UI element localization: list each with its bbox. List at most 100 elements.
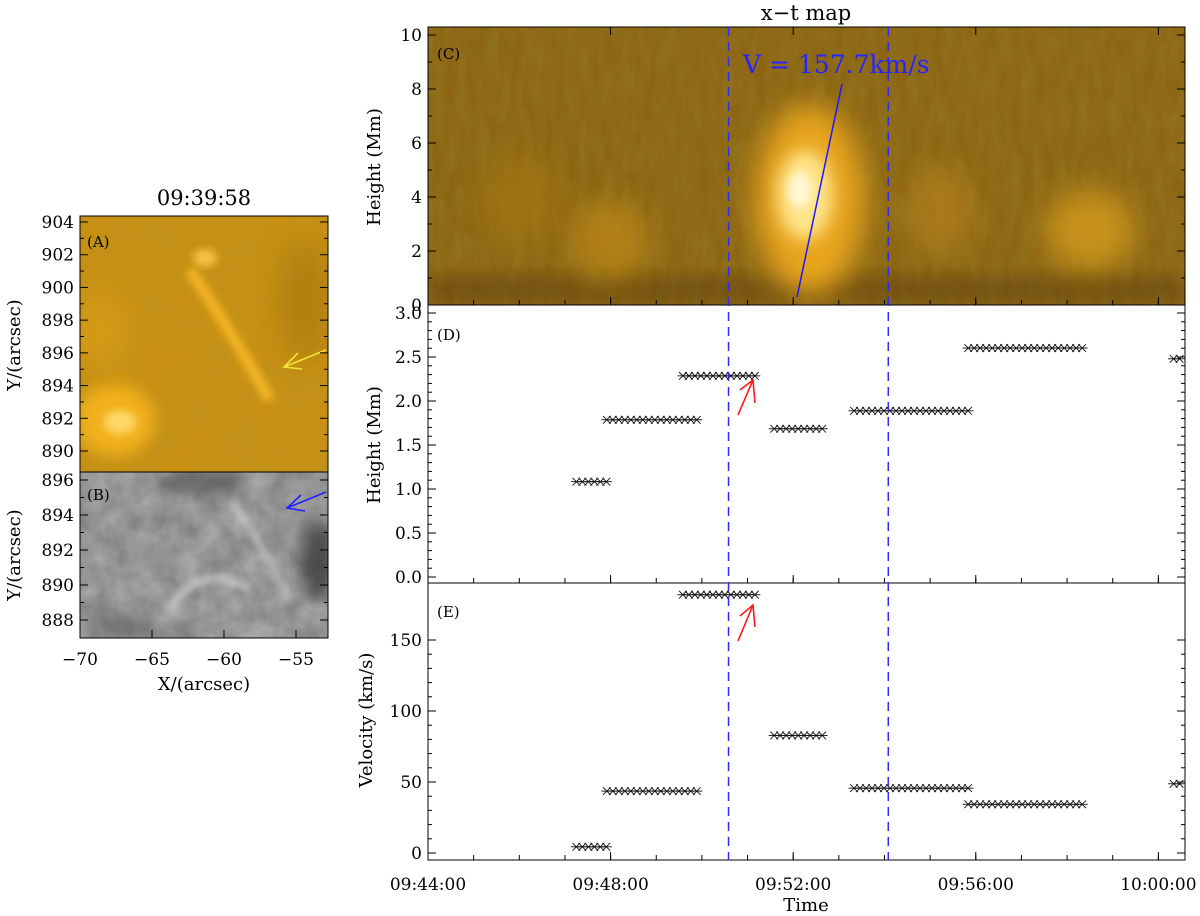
data-point bbox=[691, 786, 703, 796]
data-point bbox=[1076, 800, 1088, 809]
data-point bbox=[1174, 779, 1186, 788]
data-point bbox=[816, 731, 828, 740]
panel-d-marks bbox=[570, 343, 1186, 486]
panel-a-ytick-label: 896 bbox=[42, 344, 74, 364]
panel-d-yticks: 3.0 2.5 2.0 1.5 1.0 0.5 0.0 bbox=[395, 304, 1185, 588]
data-point bbox=[1076, 343, 1088, 353]
panel-d-frame bbox=[427, 304, 1186, 584]
panel-d-ytick-label: 0.0 bbox=[395, 568, 422, 588]
panel-a-image bbox=[80, 216, 328, 472]
panel-c-tag: (C) bbox=[437, 45, 460, 63]
velocity-fit-line bbox=[796, 83, 843, 298]
panel-d-ytick-label: 0.5 bbox=[395, 524, 422, 544]
data-point bbox=[1174, 354, 1186, 363]
panel-a-ytick-label: 902 bbox=[42, 246, 74, 266]
panel-e-frame bbox=[427, 582, 1186, 861]
panel-c-ytick-label: 10 bbox=[400, 26, 422, 46]
panel-b-tag: (B) bbox=[87, 486, 110, 504]
data-segment bbox=[1168, 354, 1186, 363]
panel-b-ticks: 896 894 892 890 888 −70 −65 −60 −55 bbox=[42, 471, 328, 670]
panel-a-ytick-label: 890 bbox=[42, 442, 74, 462]
data-segment bbox=[962, 343, 1088, 353]
panel-e-ytick-label: 50 bbox=[400, 773, 422, 793]
data-point bbox=[962, 784, 974, 793]
panel-e-ylabel: Velocity (km/s) bbox=[356, 653, 377, 789]
panel-a-ytick-label: 898 bbox=[42, 311, 74, 331]
panel-b-xlabel: X/(arcsec) bbox=[158, 674, 250, 695]
panel-c-title: x−t map bbox=[761, 1, 851, 25]
panel-e-marks bbox=[570, 590, 1186, 851]
data-point bbox=[816, 424, 828, 433]
data-segment bbox=[962, 800, 1088, 809]
data-point bbox=[749, 590, 761, 599]
panel-b-ylabel: Y/(arcsec) bbox=[4, 509, 25, 601]
panel-e-ytick-label: 100 bbox=[390, 702, 422, 722]
time-xtick-label: 10:00:00 bbox=[1120, 875, 1196, 895]
panel-b-frame bbox=[79, 471, 329, 639]
panel-b-xtick-label: −70 bbox=[62, 650, 98, 670]
data-segment bbox=[848, 784, 974, 793]
panel-b-ytick-label: 894 bbox=[42, 506, 74, 526]
panel-b-ytick-label: 890 bbox=[42, 576, 74, 596]
data-segment bbox=[848, 406, 974, 415]
panel-b-ytick-label: 892 bbox=[42, 541, 74, 561]
panel-d-ytick-label: 2.5 bbox=[395, 348, 422, 368]
panel-e-ytick-label: 0 bbox=[411, 844, 422, 864]
panel-a-yticks: 904 902 900 898 896 894 892 890 bbox=[42, 213, 328, 462]
data-segment bbox=[570, 477, 612, 486]
data-point bbox=[600, 477, 612, 486]
velocity-annotation: V = 157.7km/s bbox=[742, 50, 930, 79]
red-arrow-icon bbox=[737, 378, 756, 416]
red-arrow-icon bbox=[737, 603, 756, 642]
panel-c-ytick-label: 4 bbox=[411, 188, 422, 208]
panel-b-xtick-label: −55 bbox=[278, 650, 314, 670]
panel-e-tag: (E) bbox=[437, 603, 460, 621]
panel-a-ytick-label: 892 bbox=[42, 409, 74, 429]
panel-a-ytick-label: 894 bbox=[42, 377, 74, 397]
panel-b-ytick-label: 896 bbox=[42, 471, 74, 491]
panel-d-ylabel: Height (Mm) bbox=[364, 386, 385, 504]
panel-d-ytick-label: 1.5 bbox=[395, 436, 422, 456]
panel-a-tag: (A) bbox=[87, 233, 110, 251]
panel-c-image bbox=[428, 27, 1185, 305]
panel-e-ytick-label: 150 bbox=[390, 631, 422, 651]
panel-c-ylabel: Height (Mm) bbox=[364, 108, 385, 226]
panel-a-ytick-label: 904 bbox=[42, 213, 74, 233]
data-point bbox=[600, 842, 612, 851]
panel-a-ylabel: Y/(arcsec) bbox=[4, 299, 25, 391]
data-segment bbox=[677, 590, 761, 599]
data-point bbox=[749, 371, 761, 381]
panel-b-xtick-label: −60 bbox=[206, 650, 242, 670]
panel-e-xlabel: Time bbox=[783, 895, 828, 916]
panel-c-ytick-label: 0 bbox=[411, 296, 422, 316]
data-segment bbox=[768, 424, 828, 433]
panel-b-image bbox=[80, 472, 328, 638]
data-point bbox=[691, 415, 703, 424]
data-segment bbox=[601, 786, 703, 796]
panel-d-ytick-label: 2.0 bbox=[395, 392, 422, 412]
yellow-arrow-icon bbox=[282, 349, 327, 370]
panel-d-tag: (D) bbox=[437, 326, 461, 344]
data-segment bbox=[768, 731, 828, 740]
data-segment bbox=[677, 371, 761, 381]
data-segment bbox=[570, 842, 612, 851]
time-xtick-label: 09:56:00 bbox=[938, 875, 1014, 895]
panel-c-ytick-label: 2 bbox=[411, 242, 422, 262]
data-segment bbox=[1168, 779, 1186, 788]
panel-d-ytick-label: 3.0 bbox=[395, 304, 422, 324]
panel-b-xtick-label: −65 bbox=[134, 650, 170, 670]
panel-b-ytick-label: 888 bbox=[42, 611, 74, 631]
time-xtick-label: 09:48:00 bbox=[572, 875, 648, 895]
panel-c-yticks: 10 8 6 4 2 0 bbox=[400, 26, 1185, 316]
data-segment bbox=[601, 415, 703, 424]
blue-arrow-icon bbox=[285, 491, 327, 512]
panel-c-ytick-label: 6 bbox=[411, 134, 422, 154]
panel-a-title: 09:39:58 bbox=[157, 186, 251, 210]
time-xtick-label: 09:52:00 bbox=[755, 875, 831, 895]
panel-a-ytick-label: 900 bbox=[42, 278, 74, 298]
data-point bbox=[962, 406, 974, 415]
panel-c-ytick-label: 8 bbox=[411, 80, 422, 100]
time-xtick-label: 09:44:00 bbox=[390, 875, 466, 895]
